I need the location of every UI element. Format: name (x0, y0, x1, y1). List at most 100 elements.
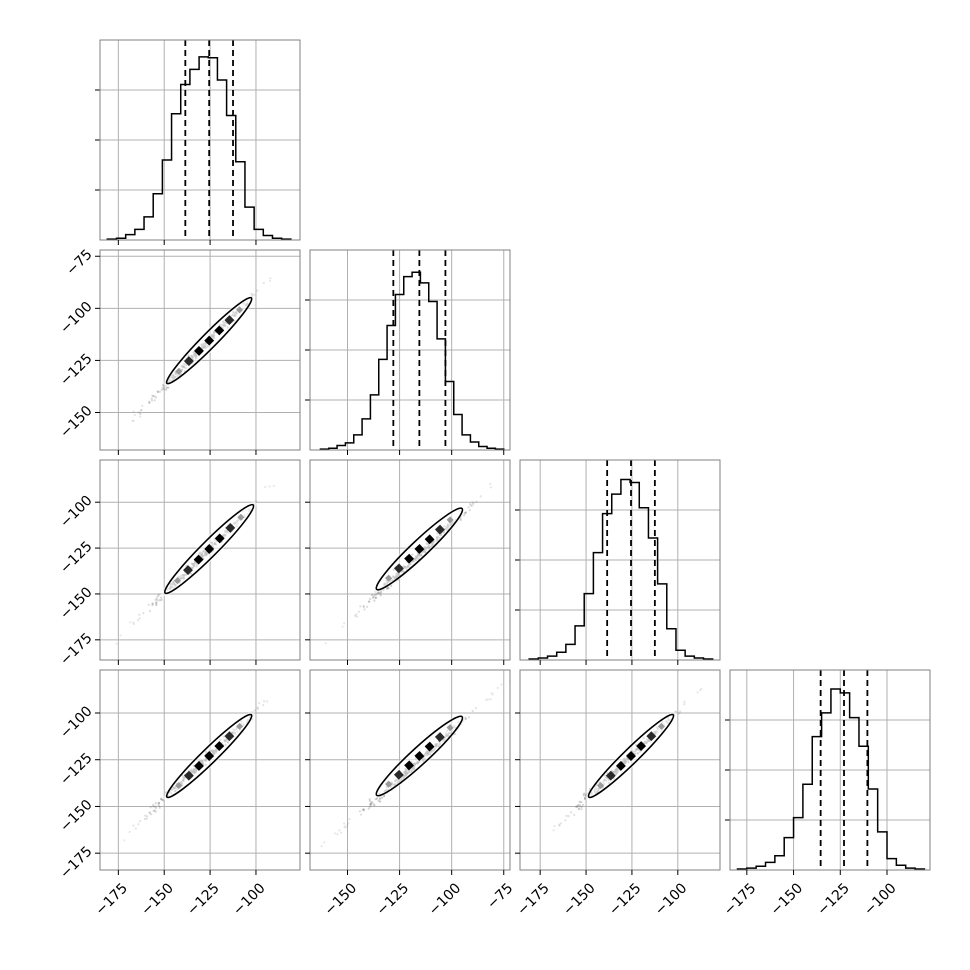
scatter-point (378, 797, 382, 801)
scatter-point (338, 829, 341, 832)
scatter-point (553, 824, 556, 828)
scatter-point (479, 495, 482, 498)
scatter-point (469, 503, 472, 506)
density-block (393, 769, 404, 780)
contour-outer (375, 715, 464, 797)
scatter-point (138, 412, 141, 415)
scatter-point (485, 698, 488, 702)
scatter-point (148, 400, 151, 403)
scatter-point (489, 482, 492, 486)
scatter-point (134, 827, 137, 830)
scatter-point (320, 845, 323, 848)
scatter-point (132, 621, 135, 624)
scatter-point (468, 509, 471, 512)
scatter-point (262, 704, 265, 707)
density-block (626, 751, 636, 761)
scatter-point (463, 512, 466, 515)
scatter-point (368, 600, 371, 604)
y-tick-label: −150 (57, 403, 96, 442)
scatter-point (334, 832, 337, 835)
scatter-point (155, 597, 158, 600)
axes-frame (99, 39, 301, 241)
scatter-point (360, 813, 363, 816)
scatter-point (269, 277, 272, 280)
scatter-point (148, 401, 151, 404)
density-block (236, 306, 244, 314)
scatter-point (157, 801, 160, 805)
scatter-point (362, 605, 365, 609)
density-block (393, 563, 404, 574)
scatter-point (138, 617, 141, 620)
scatter-point (148, 812, 151, 815)
scatter-point (156, 595, 159, 598)
density-block (434, 732, 445, 743)
contour-outer (163, 503, 255, 595)
scatter-point (373, 599, 376, 602)
scatter-point (256, 289, 259, 292)
histogram-area (528, 460, 714, 660)
x-tick-label: −150 (768, 880, 807, 919)
histogram-step (319, 271, 505, 450)
scatter-point (699, 689, 702, 692)
scatter-point (489, 486, 492, 489)
scatter-point (138, 613, 141, 616)
scatter-point (268, 279, 272, 282)
scatter-point (464, 511, 468, 514)
scatter-point (153, 809, 156, 812)
scatter-point (472, 502, 475, 505)
density-block (193, 554, 204, 565)
scatter-point (565, 814, 568, 817)
scatter-point (158, 599, 161, 602)
scatter-point (160, 797, 163, 800)
scatter-point (151, 604, 154, 607)
scatter-point (138, 820, 142, 823)
histogram-area (319, 250, 505, 450)
y-tick-label: −100 (57, 703, 96, 742)
axes-frame (729, 669, 931, 871)
scatter-point (268, 485, 271, 488)
x-tick-label: −125 (606, 880, 645, 919)
scatter-point (567, 815, 570, 818)
x-tick-label: −125 (184, 880, 223, 919)
density-block (224, 731, 235, 742)
scatter-point (343, 825, 346, 828)
scatter-point (152, 395, 155, 398)
scatter-point (369, 802, 372, 805)
scatter-point (266, 700, 269, 703)
axes-frame (519, 669, 721, 871)
scatter-point (583, 796, 587, 800)
density-block (183, 356, 194, 367)
density-block (646, 731, 657, 742)
density-block (424, 534, 435, 545)
scatter-point (575, 806, 579, 809)
scatter-point (578, 807, 581, 810)
scatter-area (324, 482, 492, 645)
scatter-point (148, 811, 151, 814)
scatter-point (369, 804, 372, 807)
scatter-point (580, 801, 583, 804)
scatter-point (471, 504, 474, 507)
scatter-point (340, 831, 343, 834)
scatter-point (161, 798, 164, 801)
scatter-point (462, 514, 466, 517)
scatter-point (155, 601, 158, 604)
y-tick-label: −125 (57, 538, 96, 577)
scatter-point (132, 419, 135, 422)
y-tick-label: −150 (57, 584, 96, 623)
scatter-point (370, 801, 373, 804)
scatter-point (262, 281, 265, 285)
scatter-point (154, 802, 157, 805)
scatter-point (370, 594, 374, 597)
scatter-point (471, 501, 474, 504)
scatter-point (336, 833, 339, 836)
scatter-point (576, 805, 579, 808)
density-block (237, 513, 245, 521)
scatter-point (155, 396, 158, 399)
scatter-point (552, 829, 555, 832)
scatter-point (155, 603, 158, 606)
x-tick-label: −100 (652, 880, 691, 919)
y-tick-label: −125 (57, 351, 96, 390)
scatter-point (578, 800, 581, 804)
scatter-point (131, 419, 134, 422)
scatter-point (355, 613, 358, 616)
